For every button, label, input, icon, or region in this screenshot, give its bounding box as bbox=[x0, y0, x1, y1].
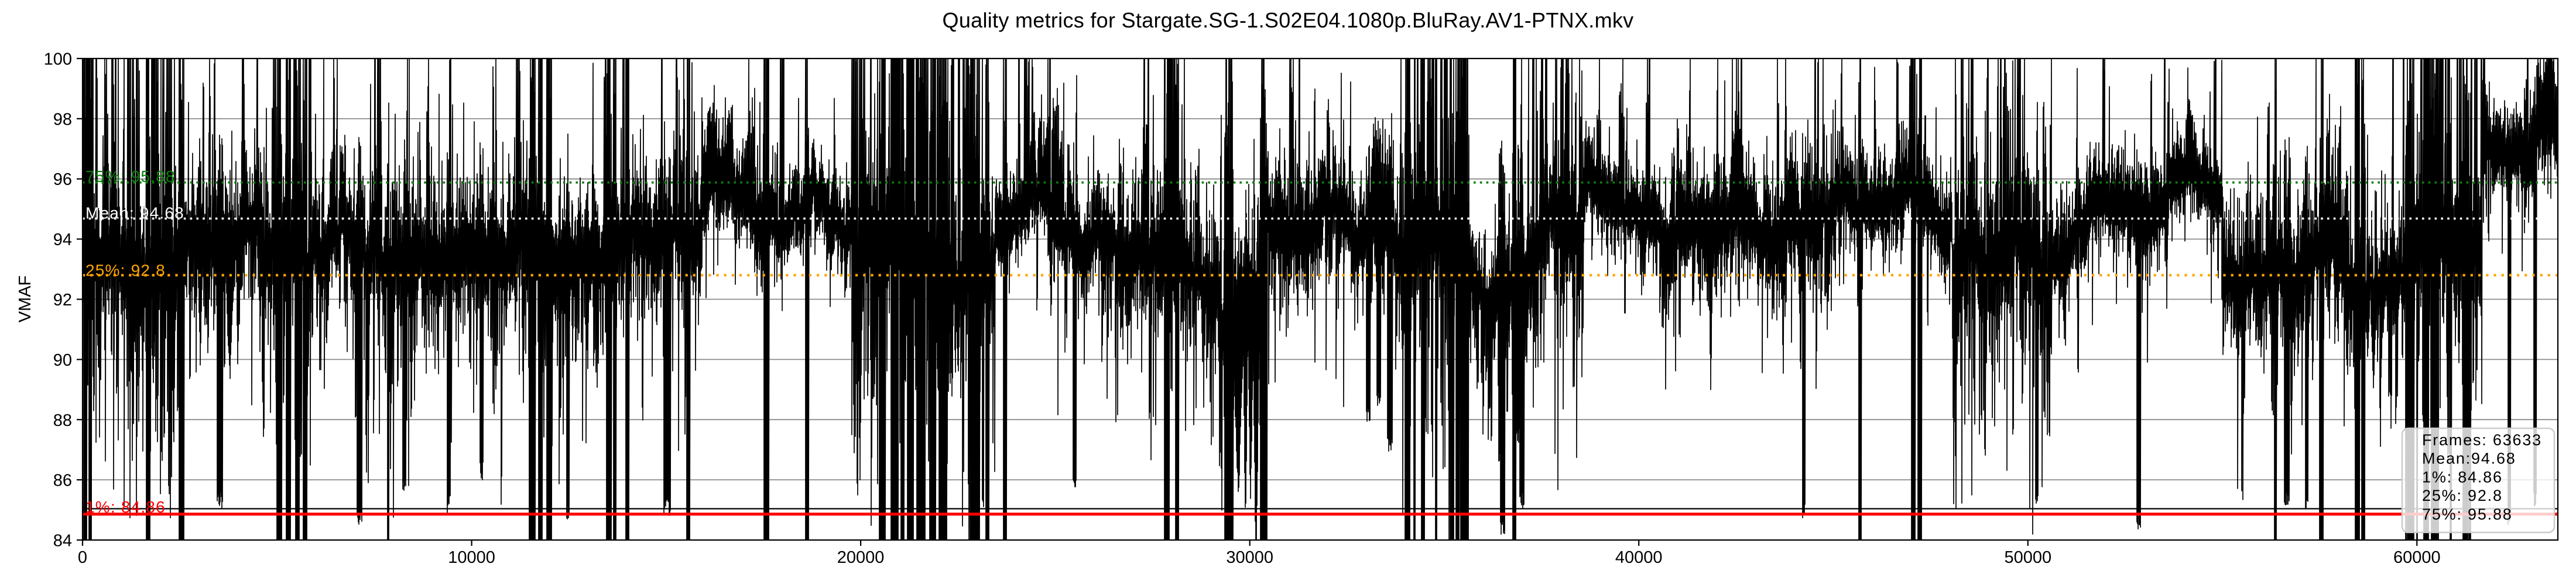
svg-text:96: 96 bbox=[53, 170, 72, 189]
svg-text:20000: 20000 bbox=[837, 548, 885, 567]
svg-text:Mean: 94.68: Mean: 94.68 bbox=[85, 204, 184, 222]
svg-text:Mean:94.68: Mean:94.68 bbox=[2422, 450, 2516, 467]
svg-text:75%: 95.88: 75%: 95.88 bbox=[85, 167, 176, 185]
svg-text:25%: 92.8: 25%: 92.8 bbox=[85, 261, 166, 279]
svg-text:92: 92 bbox=[53, 291, 72, 310]
svg-text:88: 88 bbox=[53, 411, 72, 430]
svg-text:VMAF: VMAF bbox=[16, 276, 35, 323]
svg-text:86: 86 bbox=[53, 472, 72, 490]
svg-text:Quality metrics for Stargate.S: Quality metrics for Stargate.SG-1.S02E04… bbox=[943, 8, 1634, 32]
svg-text:40000: 40000 bbox=[1615, 548, 1663, 567]
svg-text:98: 98 bbox=[53, 110, 72, 129]
svg-text:50000: 50000 bbox=[2004, 548, 2051, 567]
svg-text:75%: 95.88: 75%: 95.88 bbox=[2422, 506, 2513, 523]
svg-text:25%: 92.8: 25%: 92.8 bbox=[2422, 487, 2503, 504]
svg-text:100: 100 bbox=[44, 50, 72, 69]
svg-text:84: 84 bbox=[53, 532, 72, 551]
svg-text:1%: 84.86: 1%: 84.86 bbox=[85, 498, 166, 516]
svg-text:0: 0 bbox=[78, 548, 87, 567]
svg-text:Frames: 63633: Frames: 63633 bbox=[2422, 431, 2542, 449]
svg-text:10000: 10000 bbox=[448, 548, 495, 567]
svg-text:1%: 84.86: 1%: 84.86 bbox=[2422, 468, 2503, 486]
svg-text:60000: 60000 bbox=[2393, 548, 2441, 567]
svg-text:94: 94 bbox=[53, 231, 72, 249]
svg-text:30000: 30000 bbox=[1226, 548, 1273, 567]
svg-text:90: 90 bbox=[53, 351, 72, 370]
